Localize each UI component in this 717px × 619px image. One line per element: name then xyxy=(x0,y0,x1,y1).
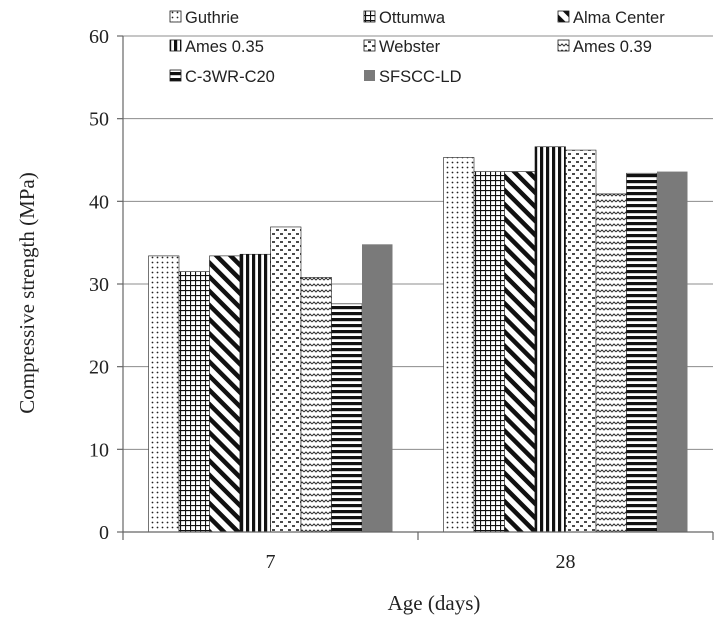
legend-label-ames-0-39: Ames 0.39 xyxy=(573,38,652,56)
tick-labels: 0 10 20 30 40 50 60 7 28 xyxy=(89,26,576,573)
bar-ames-0-39-28 xyxy=(595,193,627,533)
legend-label-c-3wr-c20: C-3WR-C20 xyxy=(185,68,275,86)
legend-swatch-alma-center xyxy=(557,10,570,23)
x-tick-label: 7 xyxy=(266,551,276,573)
bars xyxy=(148,146,688,533)
y-tick-label: 40 xyxy=(89,191,109,213)
bar-guthrie-7 xyxy=(148,255,180,533)
legend-swatch-ames-0-39 xyxy=(557,39,570,52)
legend-label-alma-center: Alma Center xyxy=(573,9,665,27)
legend-swatch-c-3wr-c20 xyxy=(169,69,182,82)
bar-webster-28 xyxy=(565,149,597,533)
bar-webster-7 xyxy=(270,226,302,533)
bar-c-3wr-c20-28 xyxy=(626,172,658,533)
legend: Guthrie Ottumwa Alma Center Ames 0.35 Webste… xyxy=(169,9,665,86)
bar-c-3wr-c20-7 xyxy=(331,303,363,533)
axes xyxy=(117,35,714,540)
y-tick-label: 0 xyxy=(99,522,109,544)
legend-label-sfscc-ld: SFSCC-LD xyxy=(379,68,462,86)
y-tick-label: 20 xyxy=(89,357,109,379)
y-tick-label: 30 xyxy=(89,274,109,296)
x-axis-title: Age (days) xyxy=(388,591,481,615)
bar-guthrie-28 xyxy=(443,157,475,533)
legend-label-webster: Webster xyxy=(379,38,441,56)
y-axis-title: Compressive strength (MPa) xyxy=(15,172,39,413)
legend-swatch-guthrie xyxy=(169,10,182,23)
y-tick-label: 60 xyxy=(89,26,109,48)
y-tick-label: 10 xyxy=(89,439,109,461)
legend-label-ottumwa: Ottumwa xyxy=(379,9,446,27)
bar-alma-center-7 xyxy=(209,255,241,533)
legend-swatch-sfscc-ld xyxy=(364,70,375,81)
bar-sfscc-ld-7 xyxy=(362,244,393,532)
bar-ames-0-35-28 xyxy=(534,146,566,533)
legend-swatch-webster xyxy=(363,39,376,52)
bar-ottumwa-7 xyxy=(178,271,210,533)
bar-ames-0-39-7 xyxy=(300,277,332,533)
bar-alma-center-28 xyxy=(504,171,536,533)
y-tick-label: 50 xyxy=(89,109,109,131)
bar-sfscc-ld-28 xyxy=(657,171,688,532)
bar-ames-0-35-7 xyxy=(239,253,271,533)
x-tick-label: 28 xyxy=(556,551,576,573)
legend-label-ames-0-35: Ames 0.35 xyxy=(185,38,264,56)
legend-swatch-ottumwa xyxy=(363,10,376,23)
bar-ottumwa-28 xyxy=(473,171,505,533)
legend-swatch-ames-0-35 xyxy=(169,39,182,52)
legend-label-guthrie: Guthrie xyxy=(185,9,239,27)
